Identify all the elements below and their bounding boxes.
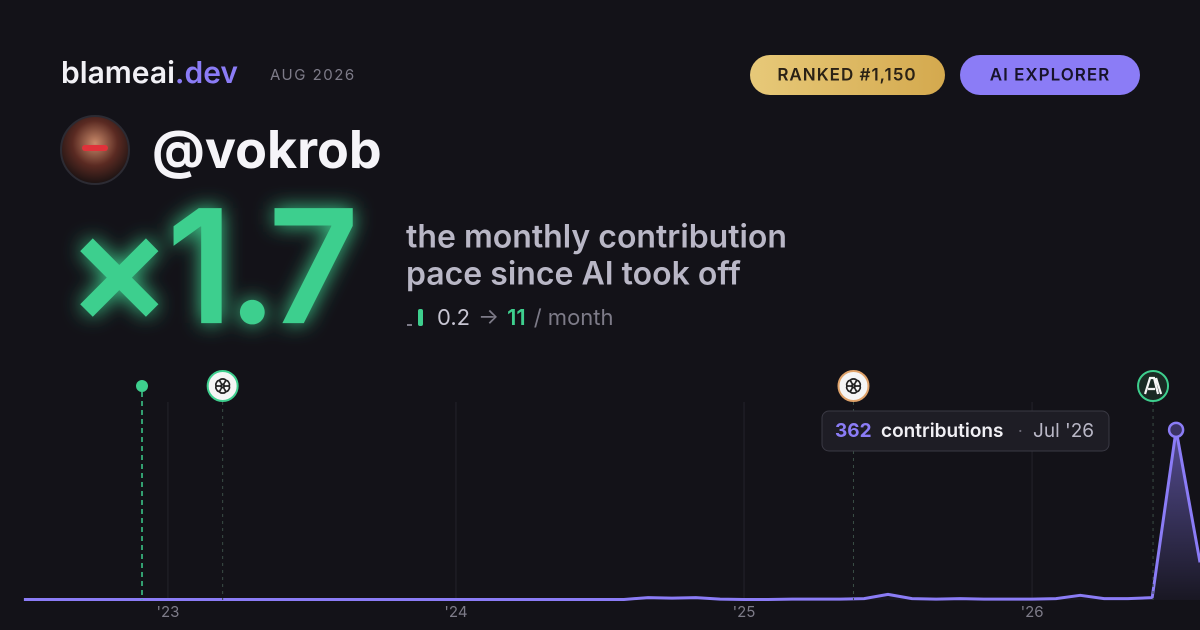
rank-badge-text: RANKED #1,150 xyxy=(777,66,916,86)
multiplier: ×1.7 xyxy=(66,171,353,362)
tooltip-date: Jul '26 xyxy=(1033,419,1094,442)
tooltip-value: 362 xyxy=(835,419,872,442)
pace-bar-before xyxy=(407,324,412,326)
hover-point xyxy=(1167,421,1185,439)
event-icon xyxy=(1137,370,1170,402)
avatar-glasses xyxy=(82,145,108,151)
handle: @vokrob xyxy=(152,118,382,181)
event-glyph xyxy=(218,378,231,387)
pace: 0.2 → 11/ month xyxy=(437,305,613,331)
tooltip: 362 contributions · Jul '26 xyxy=(821,410,1110,452)
pace-bar-after xyxy=(418,309,423,326)
tooltip-separator: · xyxy=(1018,420,1023,440)
tooltip-box xyxy=(821,410,1110,452)
x-tick-label: '25 xyxy=(733,602,756,621)
description: the monthly contribution xyxy=(406,217,787,256)
tier-badge xyxy=(960,55,1140,95)
event-glyph xyxy=(1144,376,1163,395)
x-tick-label: '23 xyxy=(156,602,179,621)
x-tick-label: '26 xyxy=(1021,602,1044,621)
event-glyph xyxy=(849,378,862,387)
event-icon xyxy=(206,370,239,402)
tier-badge-text: AI EXPLORER xyxy=(990,66,1111,86)
description: pace since AI took off xyxy=(406,254,741,293)
x-tick-label: '24 xyxy=(444,602,467,621)
date: AUG 2026 xyxy=(270,65,356,84)
brand: blameai.dev xyxy=(61,55,238,91)
tooltip-unit: contributions xyxy=(881,419,1003,442)
line xyxy=(23,428,1200,601)
rank-badge xyxy=(750,55,945,95)
event-icon xyxy=(837,370,870,402)
event-dot xyxy=(136,380,149,392)
